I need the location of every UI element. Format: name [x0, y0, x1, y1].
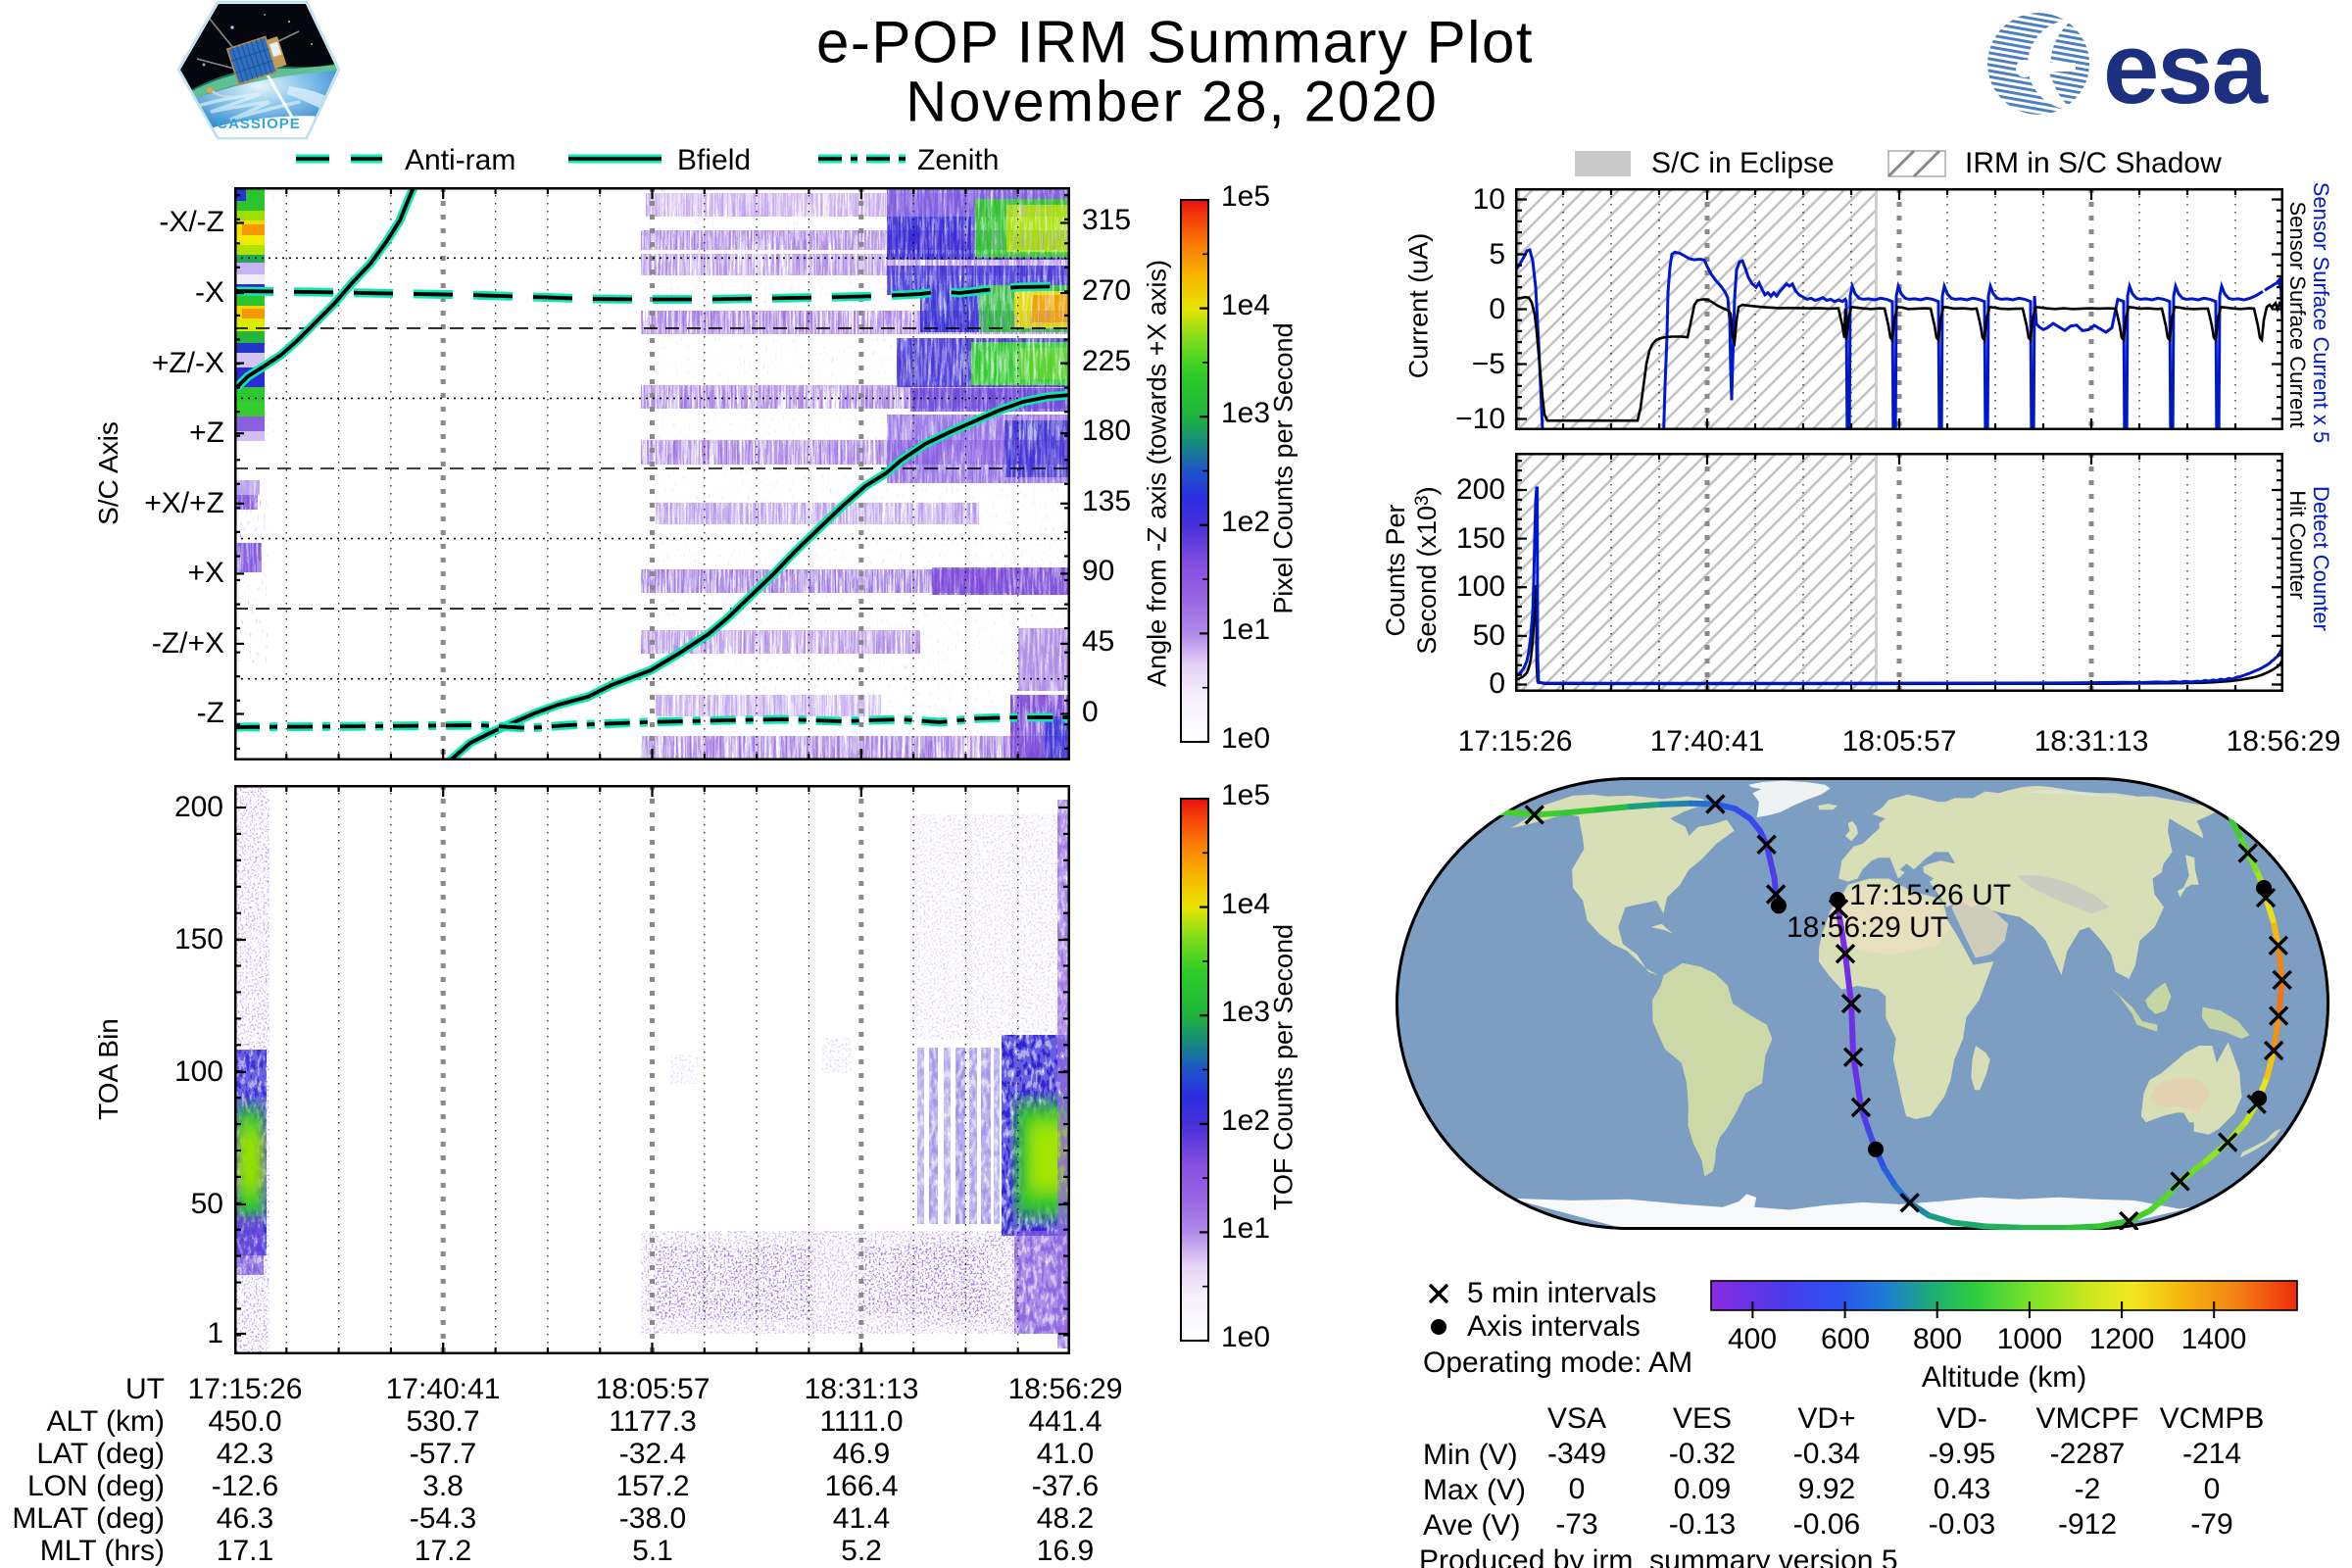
svg-text:CASSIOPE: CASSIOPE	[217, 116, 301, 132]
svg-text:esa: esa	[2103, 12, 2269, 121]
